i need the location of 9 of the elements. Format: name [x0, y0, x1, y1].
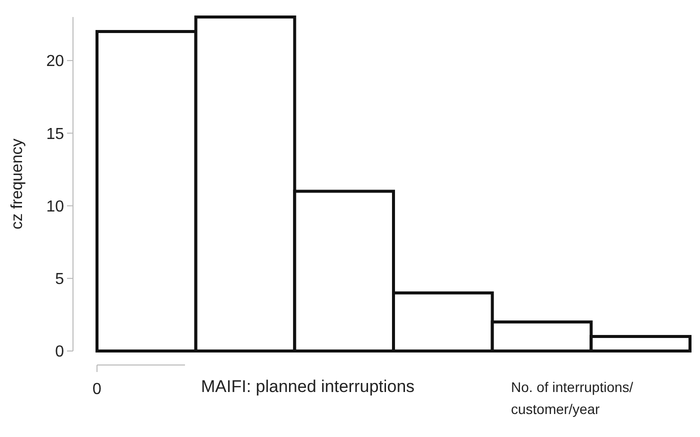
- text: No. of interruptions/ customer/year: [511, 379, 634, 417]
- y-tick-label: 15: [46, 126, 64, 143]
- y-tick-label: 5: [55, 270, 64, 288]
- y-axis-title: cz frequency: [9, 138, 26, 230]
- y-tick-label: 0: [55, 344, 64, 361]
- x-axis-title: MAIFI: planned interruptions: [201, 377, 415, 396]
- text: 0: [92, 381, 102, 398]
- y-tick-label: 20: [46, 53, 64, 70]
- y-tick-label: 10: [46, 198, 64, 216]
